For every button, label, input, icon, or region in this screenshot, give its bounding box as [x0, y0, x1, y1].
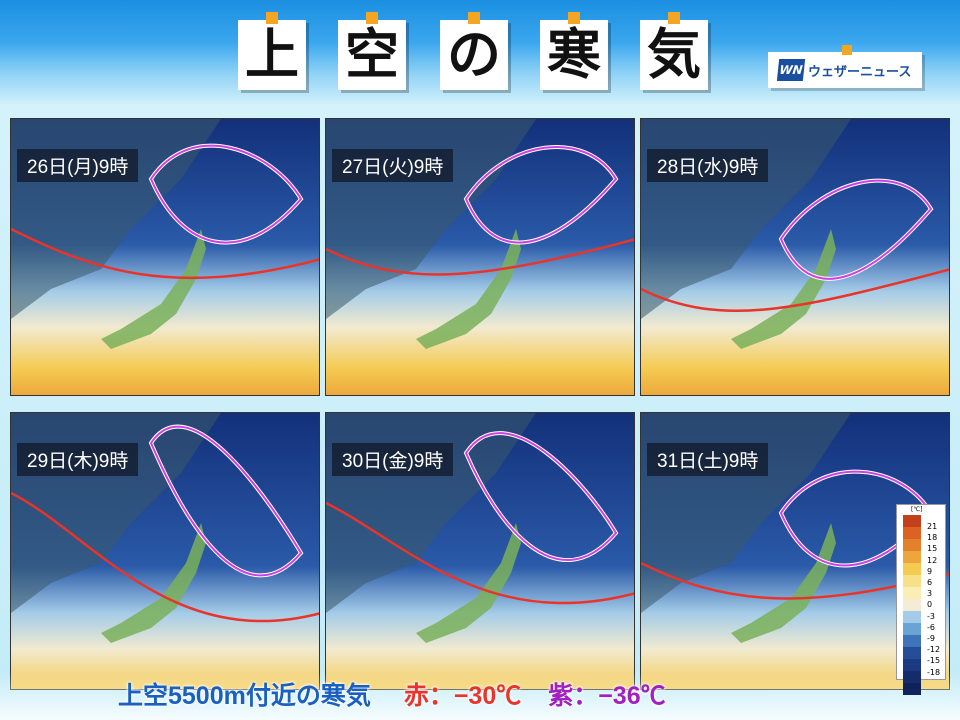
forecast-map-panel: 26日(月)9時 — [10, 118, 320, 396]
legend-swatch — [903, 551, 921, 563]
pin-icon — [266, 12, 278, 24]
legend-tick: 6 — [927, 578, 933, 587]
japan-land — [101, 523, 206, 643]
legend-swatch — [903, 563, 921, 575]
legend-tick: -3 — [927, 611, 935, 621]
title-char: 気 — [647, 23, 701, 86]
legend-swatch — [903, 575, 921, 587]
panel-time-label: 27日(火)9時 — [332, 149, 454, 182]
pin-icon — [668, 12, 680, 24]
legend-tick: -9 — [927, 634, 935, 643]
forecast-map-panel: 31日(土)9時 — [640, 412, 950, 690]
red-contour-minus30 — [11, 491, 319, 623]
title-card: 気 — [640, 12, 708, 90]
caption: 上空5500m付近の寒気 赤：−30℃ 紫：−36℃ — [118, 676, 666, 712]
title-char: 寒 — [547, 23, 601, 86]
legend-tick: 9 — [927, 566, 933, 576]
legend-swatch — [903, 683, 921, 695]
legend-tick: -15 — [927, 656, 941, 666]
legend-tick: 0 — [927, 600, 933, 610]
legend-swatch — [903, 611, 921, 623]
legend-unit: [℃] — [911, 506, 923, 513]
legend-swatch — [903, 659, 921, 671]
title-card: 上 — [238, 12, 306, 90]
japan-land — [416, 229, 521, 349]
purple-contour-minus36 — [464, 432, 618, 561]
title-char: の — [447, 23, 501, 86]
legend-swatch — [903, 587, 921, 599]
purple-contour-minus36 — [464, 146, 618, 244]
forecast-map-panel: 27日(火)9時 — [325, 118, 635, 396]
red-contour-minus30 — [326, 238, 634, 276]
pin-icon — [366, 12, 378, 24]
title-card: 寒 — [540, 12, 608, 90]
panel-time-label: 31日(土)9時 — [647, 443, 769, 476]
purple-contour-minus36 — [779, 179, 933, 280]
legend-tick: -18 — [927, 667, 941, 677]
pin-icon — [842, 45, 852, 55]
title-char: 上 — [245, 23, 299, 86]
caption-purple-label: 紫：−36℃ — [548, 682, 666, 710]
legend-tick: 15 — [927, 544, 938, 554]
color-legend: [℃] 21 18 15 12 9 6 3 0 -3 -6 -9 -12 -15 -18 — [896, 504, 946, 695]
legend-swatch — [903, 527, 921, 539]
panel-time-label: 26日(月)9時 — [17, 149, 139, 182]
purple-contour-minus36 — [149, 144, 303, 244]
panel-time-label: 29日(木)9時 — [17, 443, 139, 476]
legend-swatch — [903, 599, 921, 611]
red-contour-minus30 — [11, 227, 319, 280]
logo-text: ウェザーニュース — [808, 64, 912, 80]
title-card: の — [440, 12, 508, 90]
legend-swatch — [903, 515, 921, 527]
caption-red-label: 赤：−30℃ — [403, 682, 522, 710]
red-contour-minus30 — [641, 268, 949, 313]
forecast-map-panel: 30日(金)9時 — [325, 412, 635, 690]
legend-swatch — [903, 623, 921, 635]
weathernews-logo: WN ウェザーニュース — [768, 45, 922, 88]
legend-tick: 12 — [927, 555, 938, 565]
japan-land — [416, 523, 521, 643]
panel-time-label: 30日(金)9時 — [332, 443, 454, 476]
legend-swatch — [903, 671, 921, 683]
legend-tick: 18 — [927, 533, 938, 543]
legend-swatch — [903, 647, 921, 659]
title-char: 空 — [345, 23, 399, 86]
forecast-map-panel: 29日(木)9時 — [10, 412, 320, 690]
legend-tick: -12 — [927, 645, 941, 655]
legend-tick: 21 — [927, 522, 938, 531]
legend-swatch — [903, 635, 921, 647]
pin-icon — [468, 12, 480, 24]
forecast-map-panel: 28日(水)9時 — [640, 118, 950, 396]
red-contour-minus30 — [326, 501, 634, 605]
japan-land — [101, 229, 206, 349]
legend-swatch — [903, 539, 921, 551]
caption-band — [0, 672, 960, 720]
legend-tick: -6 — [927, 622, 935, 632]
panel-time-label: 28日(水)9時 — [647, 149, 769, 182]
pin-icon — [568, 12, 580, 24]
purple-contour-minus36 — [149, 425, 303, 577]
japan-land — [731, 523, 836, 643]
legend-tick: 3 — [927, 589, 933, 599]
title-card: 空 — [338, 12, 406, 90]
japan-land — [731, 229, 836, 349]
caption-main: 上空5500m付近の寒気 — [118, 682, 371, 710]
logo-mark: WN — [776, 59, 806, 81]
red-contour-minus30 — [641, 561, 949, 600]
